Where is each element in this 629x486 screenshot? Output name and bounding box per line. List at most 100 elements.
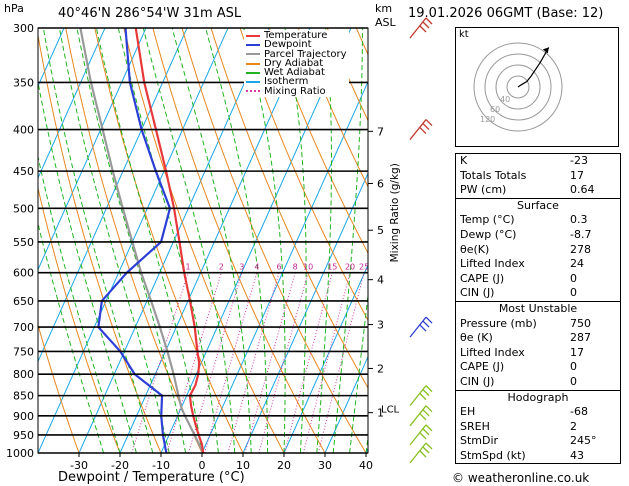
wind-barb [409,316,433,338]
hodograph-index-row: StmDir 245° [456,434,620,449]
height-tick-label: 4 [377,274,384,287]
dry-adiabat-line [268,28,368,255]
index-row: K -23 [456,154,620,169]
isotherm-line [399,4,450,471]
most-unstable-value: 287 [570,331,591,345]
height-tick-label: 6 [377,177,384,190]
wet-adiabat-line [58,28,170,453]
hodograph-ring [506,75,530,99]
dry-adiabat-line [94,28,244,453]
index-value: 17 [570,168,584,182]
dry-adiabat-line [181,28,367,453]
wet-adiabat-line [38,154,121,453]
hodograph-ring [484,53,552,121]
pressure-tick-label: 750 [13,345,34,358]
surface-row: θe(K) 278 [456,243,620,258]
isotherm-line [38,28,188,363]
pressure-tick-label: 400 [13,124,34,137]
mixing-ratio-axis-label: Mixing Ratio (g/kg) [389,163,401,262]
pressure-tick-label: 650 [13,295,34,308]
pressure-tick-label: 550 [13,236,34,249]
isotherm-line [38,28,65,88]
surface-block: Temp (°C) 0.3 Dewp (°C) -8.7 θe(K) 278 Lifted … [456,213,620,301]
most-unstable-block: Pressure (mb) 750 θe (K) 287 Lifted Index 17 C… [456,317,620,390]
pressure-tick-label: 500 [13,202,34,215]
legend-label: Isotherm [264,76,309,88]
x-tick-label: -10 [152,459,170,472]
dry-adiabat-line [239,28,368,322]
height-tick-label: 5 [377,224,384,237]
hodograph-ring [473,42,563,132]
mixing-ratio-label: 10 [303,263,313,272]
mixing-ratio-label: 8 [293,263,298,272]
most-unstable-row: CAPE (J) 0 [456,360,620,375]
surface-value: -8.7 [570,227,592,241]
isotherm-line [38,28,229,453]
isotherm-line [283,263,368,453]
most-unstable-value: 750 [570,316,591,330]
pressure-tick-label: 1000 [6,447,34,460]
legend-swatch [246,34,260,37]
legend-label: Mixing Ratio [264,85,326,97]
x-tick-label: 10 [236,459,250,472]
hodograph-arrowhead [542,47,549,54]
mixing-ratio-label: 15 [327,263,337,272]
pressure-tick-label: 850 [13,390,34,403]
height-tick-label: 3 [377,319,384,332]
legend-swatch [246,90,260,93]
isotherm-line [324,355,368,453]
hodograph-index-label: StmDir [460,434,499,448]
hodograph-ring-label: 40 [500,95,510,104]
legend-label: Dewpoint [264,39,312,51]
lcl-label: LCL [381,405,400,416]
x-tick-label: -30 [70,459,88,472]
most-unstable-row: Lifted Index 17 [456,346,620,361]
wet-adiabat-line [76,28,187,453]
pressure-tick-label: 950 [13,429,34,442]
plot-frame [37,27,369,454]
surface-label: θe(K) [460,242,490,256]
indices-table: K -23 Totals Totals 17 PW (cm) 0.64 Surface T… [455,153,621,465]
legend-label: Temperature [264,30,328,41]
index-row: Totals Totals 17 [456,169,620,184]
legend-item: Dry Adiabat [246,57,347,69]
most-unstable-label: CIN (J) [460,374,495,388]
hodograph-index-row: SREH 2 [456,420,620,435]
hodograph-index-label: SREH [460,419,490,433]
pressure-tick-label: 900 [13,410,34,423]
most-unstable-title: Most Unstable [498,301,578,315]
surface-row: CIN (J) 0 [456,286,620,301]
pressure-tick-label: 600 [13,267,34,280]
mixing-ratio-label: 25 [359,263,369,272]
most-unstable-row: CIN (J) 0 [456,375,620,390]
dry-adiabat-line [38,186,121,453]
hodograph-title: Hodograph [507,390,569,404]
legend-item: Wet Adiabat [246,68,347,78]
x-tick-label: 0 [199,459,206,472]
x-tick-label: 20 [277,459,291,472]
legend-label: Dry Adiabat [264,57,324,69]
legend-label: Parcel Trajectory [264,48,347,60]
most-unstable-label: CAPE (J) [460,360,505,374]
skewt-chart: 1 2 3 4 6 8 10 15 20 2530035040045050055060065070… [6,4,450,472]
location-title: 40°46'N 286°54'W 31m ASL [58,6,242,21]
most-unstable-row: Pressure (mb) 750 [456,317,620,332]
wet-adiabat-line [38,79,137,453]
pressure-unit-label: hPa [4,2,24,15]
pressure-tick-label: 350 [13,76,34,89]
height-tick-label: 2 [377,362,384,375]
hodograph-index-label: EH [460,405,476,419]
index-row: PW (cm) 0.64 [456,183,620,198]
mixing-ratio-label: 3 [239,263,244,272]
hodograph-ring [495,64,541,110]
surface-label: CAPE (J) [460,271,505,285]
mixing-ratio-label: 20 [345,263,355,272]
wet-adiabat-line [95,28,203,453]
datetime-title: 19.01.2026 06GMT (Base: 12) [408,6,604,21]
x-axis-label: Dewpoint / Temperature (°C) [58,470,245,485]
height-unit-km: km [375,2,393,15]
hodograph-index-row: EH -68 [456,405,620,420]
index-label: Totals Totals [460,168,527,182]
temperature-line [134,28,205,453]
